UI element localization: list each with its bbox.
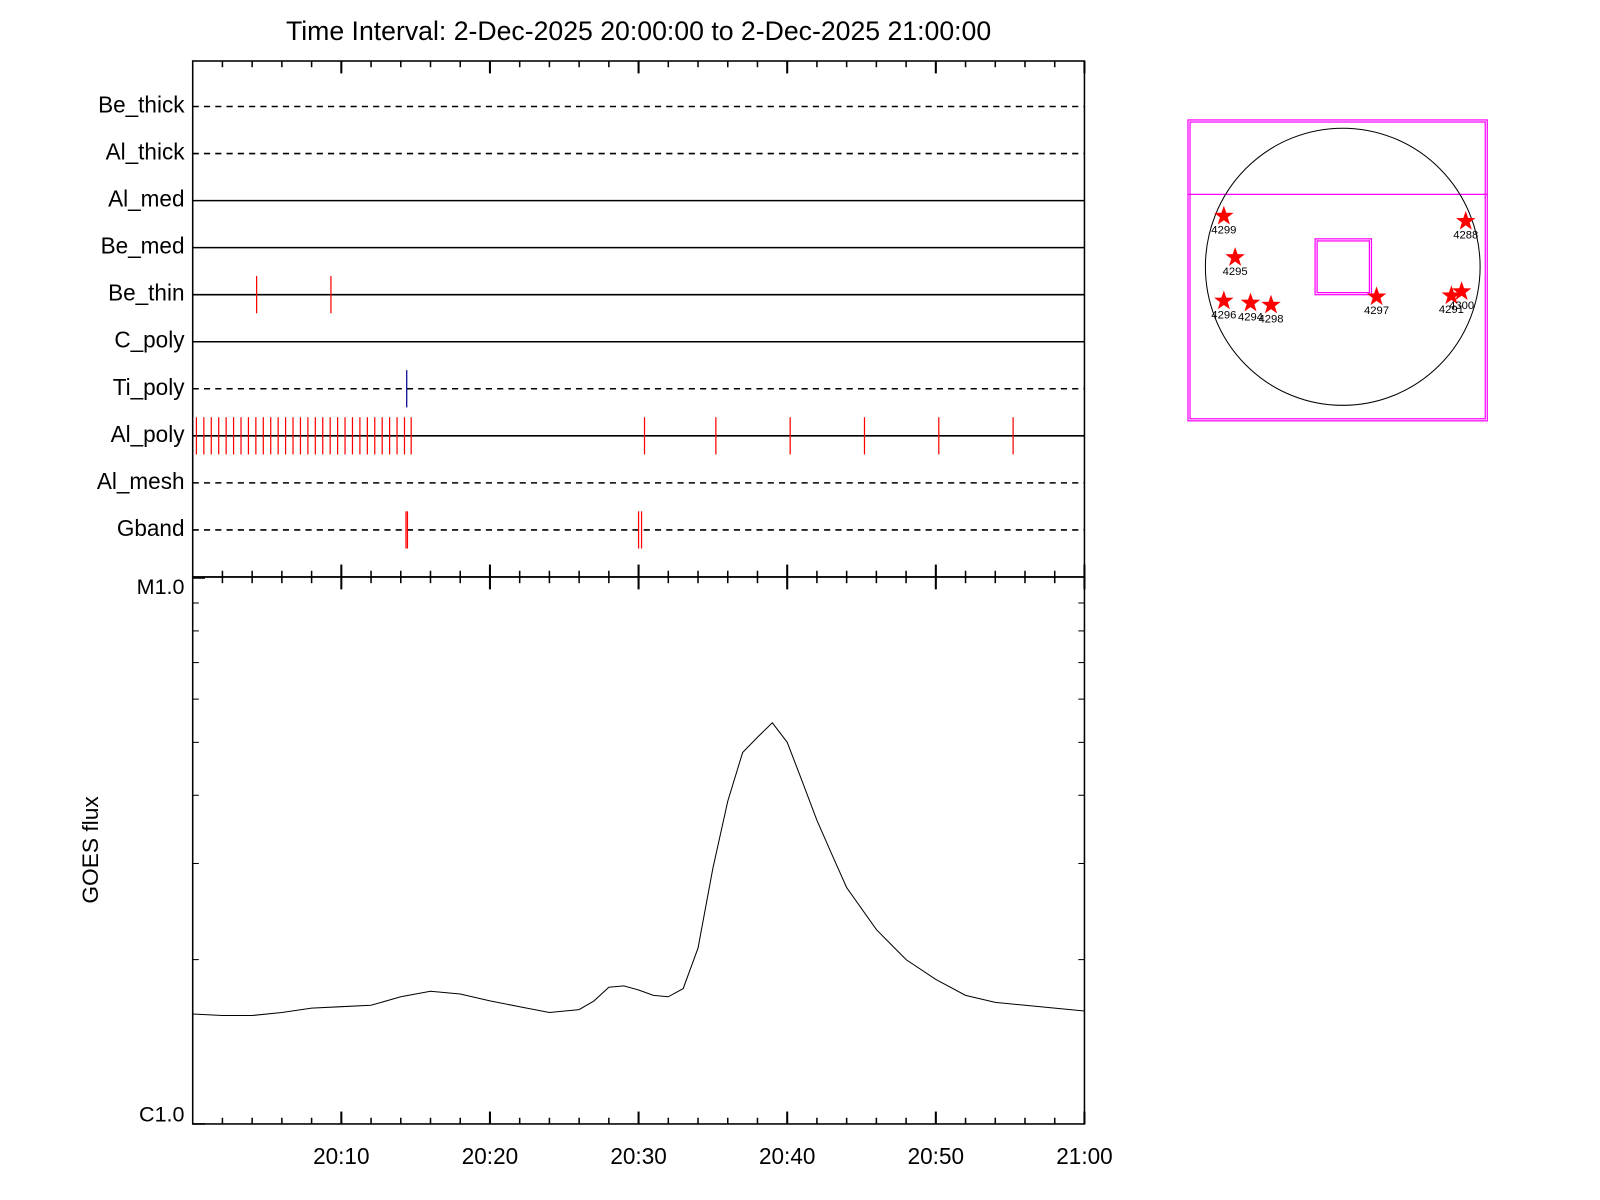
row-label: Ti_poly — [113, 375, 185, 400]
region-star — [1261, 294, 1281, 314]
row-label: C_poly — [114, 328, 185, 353]
solar-disk — [1204, 127, 1481, 406]
region-star — [1441, 285, 1462, 305]
row-label: Gband — [117, 516, 185, 541]
x-tick-label: 20:10 — [313, 1144, 369, 1169]
goes-line — [192, 721, 1085, 1017]
fov-box — [1316, 240, 1371, 294]
x-tick-label: 20:50 — [908, 1144, 964, 1169]
row-label: Al_poly — [111, 422, 186, 447]
region-star — [1214, 205, 1234, 225]
region-label: 4295 — [1223, 266, 1248, 278]
chart-body: Time Interval: 2-Dec-2025 20:00:00 to 2-… — [78, 16, 1488, 1169]
region-label: 4299 — [1211, 225, 1236, 237]
fov-box — [1314, 238, 1373, 296]
region-star — [1240, 292, 1261, 312]
row-label: Be_thin — [108, 281, 184, 306]
row-label: Be_med — [101, 234, 185, 259]
region-star — [1366, 286, 1387, 306]
x-tick-label: 20:20 — [462, 1144, 518, 1169]
row-label: Be_thick — [98, 92, 185, 117]
x-tick-label: 20:30 — [610, 1144, 666, 1169]
region-label: 4298 — [1258, 313, 1283, 325]
goes-frame — [191, 576, 1086, 1125]
fov-box — [1187, 119, 1488, 422]
row-label: Al_thick — [106, 139, 186, 164]
region-star — [1456, 210, 1476, 230]
region-label: 4296 — [1211, 309, 1236, 321]
region-star — [1225, 247, 1245, 266]
y-axis-label: GOES flux — [78, 796, 103, 904]
fov-box — [1189, 121, 1486, 420]
y-tick-label: M1.0 — [137, 574, 185, 599]
region-label: 4294 — [1238, 311, 1263, 323]
timeline-frame — [191, 60, 1086, 578]
region-label: 4288 — [1453, 230, 1478, 242]
chart-title: Time Interval: 2-Dec-2025 20:00:00 to 2-… — [286, 16, 991, 46]
region-label: 4300 — [1449, 300, 1474, 312]
region-star — [1214, 290, 1234, 310]
region-label: 4291 — [1439, 304, 1464, 316]
x-tick-label: 20:40 — [759, 1144, 815, 1169]
y-tick-label: C1.0 — [139, 1101, 184, 1126]
region-star — [1451, 281, 1472, 300]
x-tick-label: 21:00 — [1056, 1144, 1112, 1169]
region-label: 4297 — [1364, 305, 1389, 317]
row-label: Al_mesh — [97, 469, 185, 494]
row-label: Al_med — [108, 187, 184, 212]
